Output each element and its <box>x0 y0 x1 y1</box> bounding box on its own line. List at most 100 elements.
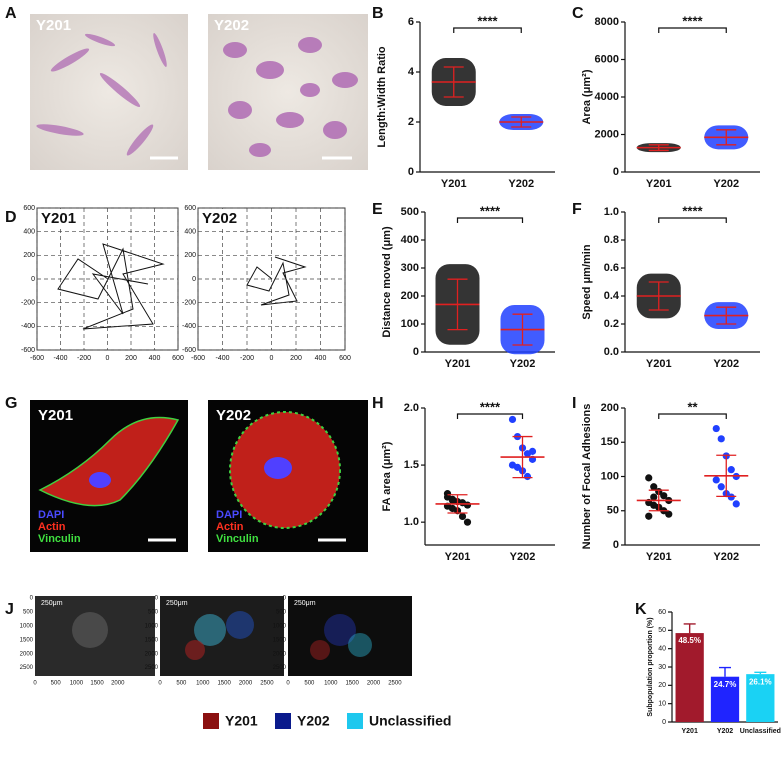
significance-bracket <box>658 27 727 33</box>
y-tick-label: 0.8 <box>604 234 619 246</box>
panel-letter: G <box>5 395 17 412</box>
cells <box>223 37 358 157</box>
y-tick-label: 40 <box>658 646 666 653</box>
y-tick-label: -200 <box>21 300 35 307</box>
significance: ** <box>687 399 698 414</box>
x-tick-label: Y202 <box>713 551 739 563</box>
legend-label: Unclassified <box>369 713 451 729</box>
micrograph <box>35 596 155 676</box>
point <box>528 447 537 455</box>
y-tick-label: 0.0 <box>604 346 619 358</box>
y-tick-label: 300 <box>401 262 419 274</box>
y-tick-label: 0 <box>30 596 34 602</box>
point <box>727 466 735 474</box>
significance-bracket <box>658 217 727 223</box>
y-tick-label: 50 <box>607 505 619 517</box>
y-tick-label: 10 <box>658 701 666 708</box>
image-label: Y202 <box>214 17 249 34</box>
stain-label: DAPI <box>216 509 242 521</box>
panel-letter: I <box>572 395 576 412</box>
plot-title: Y201 <box>41 210 76 227</box>
y-tick-label: 2000 <box>145 651 159 657</box>
micrograph <box>208 14 368 170</box>
x-tick-label: 0 <box>106 355 110 362</box>
value-label: 48.5% <box>678 636 701 645</box>
y-tick-label: -400 <box>21 323 35 330</box>
x-tick-label: -600 <box>30 355 44 362</box>
error-bar <box>683 623 696 634</box>
stain-label: Vinculin <box>38 533 81 545</box>
panel-letter: A <box>5 5 17 22</box>
x-tick-label: Y201 <box>445 358 471 370</box>
x-tick-label: 1000 <box>324 681 338 687</box>
y-tick-label: 200 <box>184 252 196 259</box>
panel-letter: F <box>572 201 582 218</box>
y-tick-label: 0 <box>283 596 287 602</box>
significance: **** <box>477 13 498 28</box>
y-tick-label: 8000 <box>595 16 619 28</box>
panel-letter: H <box>372 395 384 412</box>
y-tick-label: -200 <box>182 300 196 307</box>
y-tick-label: 0 <box>155 596 159 602</box>
x-tick-label: Unclassified <box>740 728 781 735</box>
x-tick-label: 2000 <box>367 681 381 687</box>
title-bg <box>199 209 243 227</box>
y-tick-label: 500 <box>23 610 34 616</box>
bar <box>746 674 775 722</box>
x-tick-label: 1000 <box>70 681 84 687</box>
y-tick-label: 500 <box>276 610 287 616</box>
significance-bracket <box>453 27 522 33</box>
x-tick-label: 1000 <box>196 681 210 687</box>
x-tick-label: 500 <box>304 681 315 687</box>
point <box>523 472 532 481</box>
stain-label: DAPI <box>38 509 64 521</box>
stain-label: Vinculin <box>216 533 259 545</box>
point <box>650 493 658 501</box>
y-tick-label: 2000 <box>20 651 34 657</box>
x-tick-label: -600 <box>191 355 205 362</box>
x-tick-label: 1500 <box>217 681 231 687</box>
nucleus <box>264 457 292 479</box>
y-tick-label: 20 <box>658 682 666 689</box>
y-tick-label: 2 <box>408 116 414 128</box>
point <box>732 500 740 508</box>
y-tick-label: 0.4 <box>604 290 620 302</box>
point <box>458 512 467 521</box>
x-tick-label: 200 <box>290 355 302 362</box>
y-tick-label: 400 <box>184 229 196 236</box>
x-tick-label: Y202 <box>717 728 733 735</box>
significance-bracket <box>658 413 727 419</box>
image-label: Y202 <box>216 407 251 424</box>
x-tick-label: 1500 <box>90 681 104 687</box>
stain-label: Actin <box>216 521 244 533</box>
point <box>717 435 725 443</box>
x-tick-label: -200 <box>240 355 254 362</box>
x-tick-label: 0 <box>270 355 274 362</box>
scale-label: 250μm <box>166 600 188 607</box>
y-tick-label: 1.0 <box>404 516 419 528</box>
y-tick-label: 6 <box>408 16 414 28</box>
y-tick-label: 1500 <box>20 637 34 643</box>
point <box>712 476 720 484</box>
panel-letter: D <box>5 209 17 226</box>
y-axis-label: Length:Width Ratio <box>376 46 388 148</box>
panel-letter: J <box>5 601 14 618</box>
legend-swatch <box>203 713 219 729</box>
point <box>650 483 658 491</box>
y-tick-label: -600 <box>21 347 35 354</box>
point <box>463 501 472 509</box>
x-tick-label: 1500 <box>345 681 359 687</box>
value-label: 26.1% <box>749 677 772 686</box>
y-tick-label: 2.0 <box>404 402 419 414</box>
x-tick-label: Y202 <box>713 178 739 190</box>
y-tick-label: 2500 <box>145 665 159 671</box>
nucleus <box>89 472 111 488</box>
x-tick-label: Y202 <box>508 178 534 190</box>
y-tick-label: 400 <box>23 229 35 236</box>
y-tick-label: 0 <box>413 346 419 358</box>
legend-swatch <box>347 713 363 729</box>
y-tick-label: 0 <box>192 276 196 283</box>
micrograph <box>30 14 188 170</box>
y-tick-label: 200 <box>601 402 619 414</box>
y-tick-label: 1000 <box>273 623 287 629</box>
